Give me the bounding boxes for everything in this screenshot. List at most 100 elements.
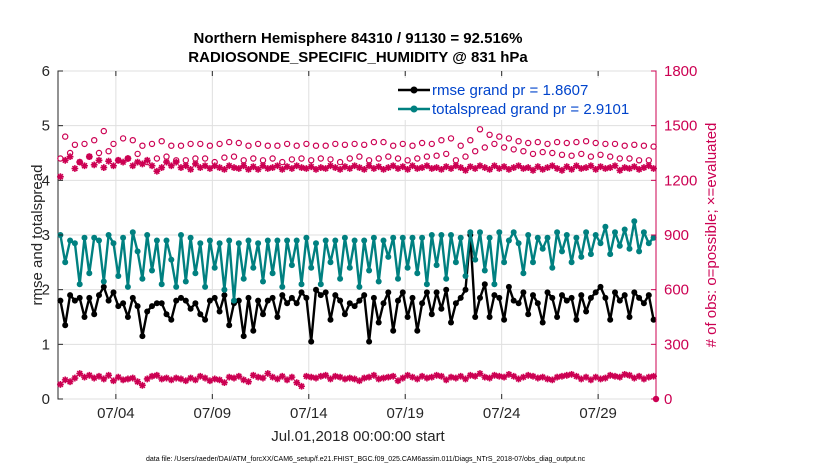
obs-possible-point-43 <box>264 142 271 149</box>
totalspread-point-54 <box>317 281 324 288</box>
obs-possible-point-29 <box>197 140 204 148</box>
totalspread-point-5 <box>81 234 88 241</box>
obs-possible-point-21 <box>158 137 165 145</box>
totalspread-point-27 <box>187 234 194 241</box>
obs_evaluated-point-102 <box>548 162 556 170</box>
rmse-point-23 <box>168 316 175 323</box>
obs_evaluated_low-point-37 <box>235 372 243 380</box>
obs_evaluated-point-61 <box>351 162 358 170</box>
rmse-point-99 <box>534 300 541 307</box>
totalspread-point-29 <box>197 240 204 247</box>
obs_evaluated-point-28 <box>192 160 199 168</box>
totalspread-point-14 <box>124 283 131 290</box>
obs_evaluated_low-point-19 <box>148 372 156 380</box>
rmse-point-51 <box>303 294 310 301</box>
obs-possible-point-94 <box>510 146 517 153</box>
obs_evaluated-point-86 <box>471 165 479 172</box>
totalspread-point-116 <box>616 242 623 249</box>
obs_evaluated_low-point-34 <box>220 379 228 386</box>
obs_evaluated_low-point-26 <box>182 377 190 385</box>
totalspread-point-26 <box>182 278 189 285</box>
rmse-point-80 <box>443 286 450 293</box>
totalspread-point-86 <box>472 256 479 263</box>
obs_evaluated-point-9 <box>100 164 108 171</box>
obs-possible-point-116 <box>616 155 624 162</box>
totalspread-point-111 <box>592 232 599 238</box>
rmse-point-63 <box>361 292 368 299</box>
obs_evaluated_low-point-28 <box>192 376 199 384</box>
rmse-point-73 <box>409 294 416 301</box>
rmse-point-111 <box>592 289 599 296</box>
rmse-point-29 <box>197 311 204 318</box>
obs_evaluated-point-10 <box>105 157 113 165</box>
totalspread-point-121 <box>640 229 647 236</box>
totalspread-point-33 <box>216 240 223 247</box>
obs_evaluated_low-point-44 <box>269 373 277 381</box>
obs_evaluated-point-113 <box>601 165 609 172</box>
obs_evaluated_low-point-84 <box>462 375 469 383</box>
y-tick-label-right-6: 1800 <box>664 63 697 80</box>
obs_evaluated-point-1 <box>61 156 69 164</box>
obs_evaluated_low-point-7 <box>90 374 98 382</box>
obs_evaluated_low-point-10 <box>105 371 113 379</box>
rmse-point-109 <box>583 308 590 315</box>
obs-possible-point-19 <box>148 140 156 148</box>
obs_evaluated_low-point-49 <box>293 379 301 386</box>
totalspread-point-94 <box>510 229 517 236</box>
totalspread-point-36 <box>231 297 237 304</box>
obs_evaluated-point-77 <box>428 165 436 172</box>
rmse-point-120 <box>636 294 643 301</box>
obs_evaluated-point-37 <box>235 165 243 172</box>
obs_evaluated_low-point-76 <box>423 374 431 382</box>
obs-possible-point-53 <box>312 142 320 149</box>
rmse-point-22 <box>163 311 170 318</box>
totalspread-point-87 <box>477 229 483 236</box>
totalspread-point-32 <box>211 264 218 271</box>
obs_evaluated_low-point-18 <box>143 375 151 383</box>
totalspread-point-17 <box>139 275 146 282</box>
totalspread-point-63 <box>361 237 368 244</box>
obs_evaluated-point-38 <box>240 162 248 170</box>
obs-possible-point-111 <box>592 139 599 147</box>
totalspread-point-108 <box>578 253 585 260</box>
totalspread-point-83 <box>457 234 464 241</box>
totalspread-point-39 <box>245 237 252 244</box>
obs_evaluated_low-point-39 <box>245 378 252 386</box>
rmse-point-41 <box>255 297 262 304</box>
obs_evaluated-point-89 <box>486 166 494 173</box>
obs-possible-point-25 <box>177 142 185 149</box>
obs_evaluated_low-point-35 <box>225 373 233 381</box>
obs-possible-point-31 <box>206 142 214 149</box>
totalspread-point-91 <box>496 229 503 236</box>
obs_evaluated_low-point-5 <box>81 373 88 381</box>
rmse-point-97 <box>525 311 532 318</box>
y-tick-label-right-3: 900 <box>664 227 689 244</box>
rmse-point-122 <box>645 292 652 299</box>
totalspread-point-109 <box>583 229 590 236</box>
obs-possible-point-105 <box>563 139 571 147</box>
rmse-point-75 <box>419 300 426 307</box>
obs_evaluated-point-121 <box>640 164 648 171</box>
rmse-point-48 <box>288 294 295 301</box>
rmse-point-74 <box>414 327 421 334</box>
rmse-point-62 <box>356 297 363 304</box>
obs_evaluated-point-33 <box>216 164 223 171</box>
obs_evaluated_low-point-27 <box>187 374 195 382</box>
obs_evaluated-point-68 <box>384 164 392 171</box>
obs_evaluated-point-104 <box>558 166 566 174</box>
obs_evaluated-point-107 <box>573 162 580 170</box>
obs_evaluated-point-75 <box>418 164 426 171</box>
rmse-point-119 <box>631 289 638 296</box>
obs_evaluated_low-point-105 <box>563 371 571 379</box>
totalspread-point-101 <box>544 234 551 241</box>
obs_evaluated_low-point-106 <box>568 371 576 378</box>
obs-possible-point-3 <box>71 141 79 148</box>
obs-possible-point-58 <box>336 158 344 166</box>
obs-possible-point-5 <box>81 140 88 148</box>
rmse-point-102 <box>549 294 556 301</box>
totalspread-point-43 <box>264 237 271 244</box>
obs_evaluated-point-51 <box>302 165 310 172</box>
obs_evaluated-point-85 <box>466 163 474 171</box>
rmse-point-42 <box>260 311 266 318</box>
obs_evaluated_low-point-61 <box>351 375 358 383</box>
